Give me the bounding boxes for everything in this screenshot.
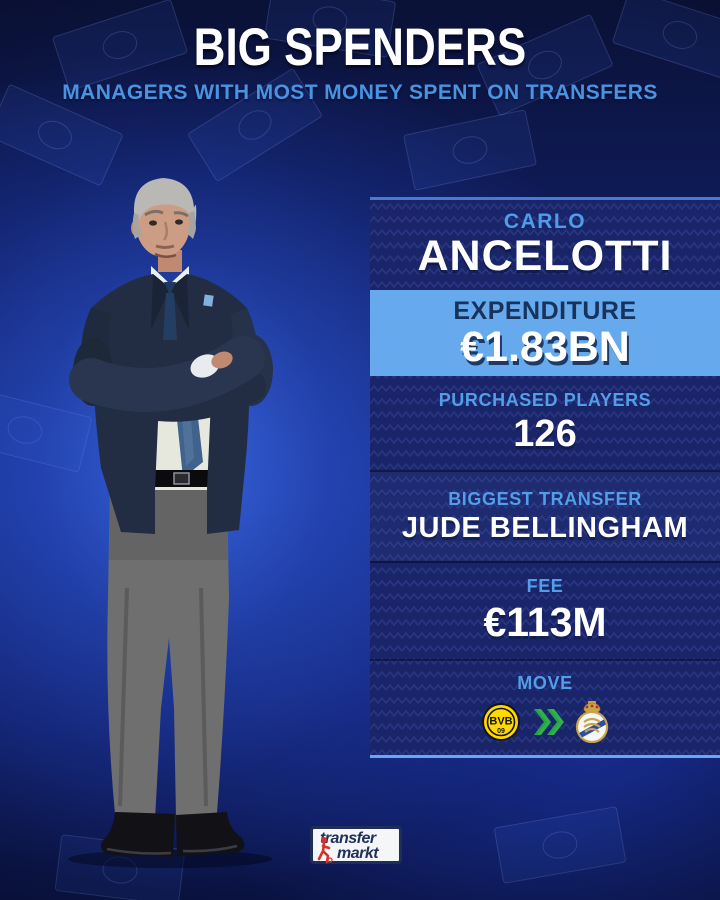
page-subtitle: MANAGERS WITH MOST MONEY SPENT ON TRANSF… <box>62 81 658 104</box>
manager-name-section: CARLO ANCELOTTI <box>370 200 720 290</box>
svg-text:BVB: BVB <box>489 715 512 727</box>
manager-last-name: ANCELOTTI <box>417 232 673 281</box>
purchased-players-value: 126 <box>513 413 577 456</box>
expenditure-label: EXPENDITURE <box>453 296 637 325</box>
expenditure-value: €1.83BN <box>460 322 630 371</box>
biggest-transfer-section: BIGGEST TRANSFER JUDE BELLINGHAM <box>370 470 720 562</box>
expenditure-band: EXPENDITURE €1.83BN <box>370 290 720 377</box>
move-clubs-row: BVB 09 <box>481 700 609 744</box>
svg-text:09: 09 <box>497 728 505 735</box>
move-label: MOVE <box>517 672 573 693</box>
page-title: BIG SPENDERS <box>193 17 527 77</box>
ancelotti-photo <box>68 178 273 868</box>
transfermarkt-wordmark-bottom: markt <box>337 845 379 862</box>
fee-value: €113M <box>483 599 607 646</box>
stats-card: CARLO ANCELOTTI EXPENDITURE €1.83BN PURC… <box>370 197 720 758</box>
fee-label: FEE <box>526 576 564 597</box>
biggest-transfer-value: JUDE BELLINGHAM <box>401 511 689 544</box>
purchased-players-section: PURCHASED PLAYERS 126 <box>370 376 720 470</box>
purchased-players-label: PURCHASED PLAYERS <box>438 390 652 411</box>
transfermarkt-logo: transfer markt <box>310 826 402 864</box>
biggest-transfer-label: BIGGEST TRANSFER <box>448 488 642 509</box>
transfer-arrow-icon <box>534 708 564 735</box>
real-madrid-badge-icon <box>576 700 608 743</box>
transfermarkt-player-icon <box>317 837 333 864</box>
manager-first-name: CARLO <box>503 210 587 234</box>
borussia-dortmund-badge-icon: BVB 09 <box>482 702 520 741</box>
header: BIG SPENDERS MANAGERS WITH MOST MONEY SP… <box>0 17 720 105</box>
move-section: MOVE BVB 09 <box>370 659 720 755</box>
fee-section: FEE €113M <box>370 561 720 659</box>
